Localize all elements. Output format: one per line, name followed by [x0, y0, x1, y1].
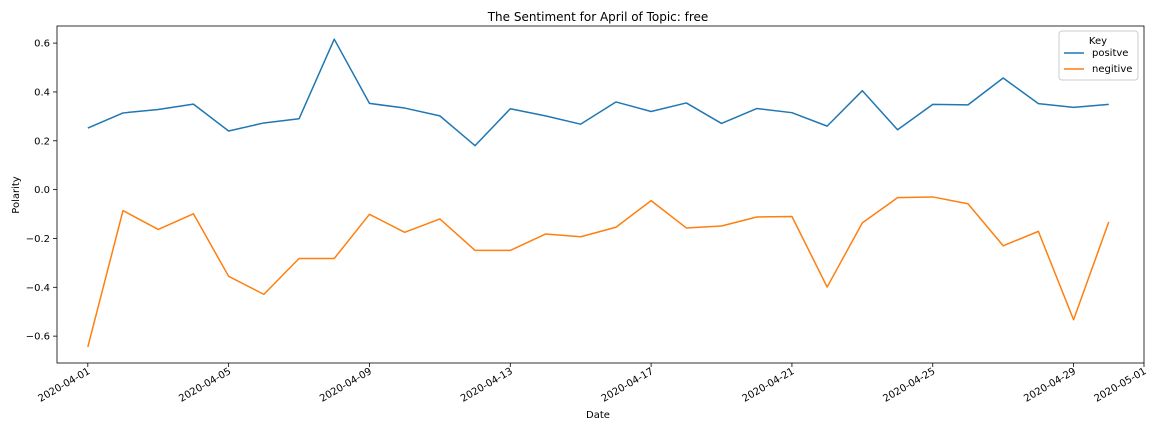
x-axis: 2020-04-01 2020-04-05 2020-04-09 2020-04-13…	[36, 363, 1149, 405]
x-axis-label: Date	[586, 410, 610, 421]
y-tick-label: −0.4	[26, 283, 50, 294]
x-tick-label: 2020-04-09	[318, 366, 374, 405]
legend: Key positve negitive	[1058, 30, 1139, 81]
plot-area	[56, 25, 1145, 364]
legend-label-negitive: negitive	[1092, 64, 1132, 75]
y-axis: −0.6 −0.4 −0.2 0.0 0.2 0.4 0.6	[26, 39, 57, 343]
x-tick-label: 2020-04-05	[177, 366, 233, 405]
plot-frame	[56, 25, 1145, 364]
y-tick-label: 0.6	[34, 39, 50, 50]
series-line-negitive	[87, 196, 1110, 348]
x-tick-label: 2020-04-21	[741, 366, 797, 405]
x-tick-label: 2020-04-01	[36, 366, 92, 405]
y-tick-label: −0.6	[26, 332, 50, 343]
chart-title: The Sentiment for April of Topic: free	[487, 10, 709, 24]
x-tick-label: 2020-04-13	[459, 366, 515, 405]
legend-box	[1058, 30, 1139, 81]
x-tick-label: 2020-05-01	[1093, 366, 1149, 405]
legend-entries: positve negitive	[1064, 48, 1132, 75]
x-tick-label: 2020-04-29	[1022, 366, 1078, 405]
y-tick-label: −0.2	[26, 234, 50, 245]
y-tick-label: 0.0	[34, 185, 50, 196]
series-line-positve	[87, 38, 1109, 147]
series-layer	[87, 38, 1110, 348]
y-tick-label: 0.4	[34, 87, 50, 98]
x-tick-label: 2020-04-17	[600, 366, 656, 405]
y-tick-label: 0.2	[34, 136, 50, 147]
y-axis-label: Polarity	[11, 176, 22, 214]
legend-title: Key	[1089, 36, 1107, 47]
legend-label-positve: positve	[1092, 48, 1128, 59]
x-tick-label: 2020-04-25	[881, 366, 937, 405]
